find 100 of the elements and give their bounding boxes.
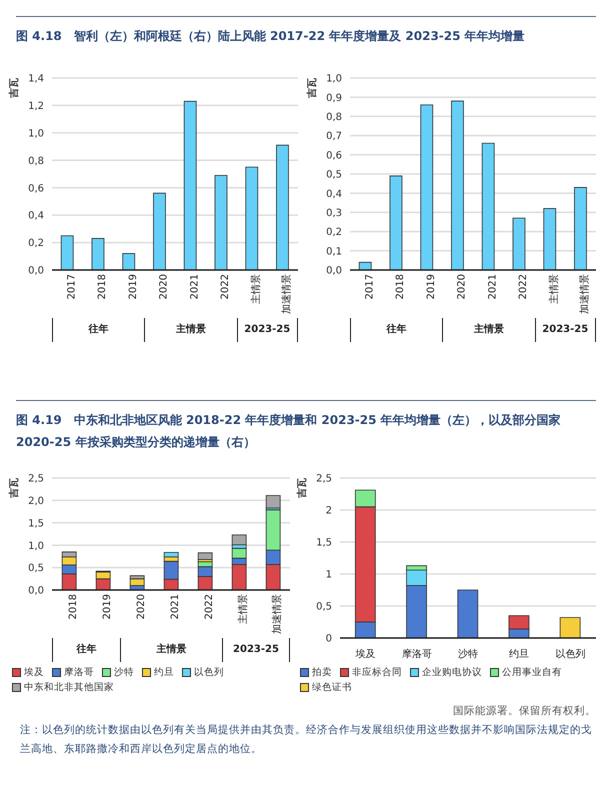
bar [451,100,464,270]
y-tick-label: 0,9 [326,92,342,104]
x-tick-label: 2019 [128,274,139,300]
bar [574,187,587,270]
legend-label: 约旦 [153,666,174,679]
bar [198,552,213,560]
legend-label: 中东和北非其他国家 [23,681,114,694]
y-tick-label: 0,5 [326,170,342,181]
x-tick-label: 以色列 [555,648,586,660]
y-tick-label: 2,0 [28,496,44,507]
x-tick-label: 2018 [395,274,406,300]
bar [184,100,197,270]
bar [245,166,258,270]
y-axis-title: 吉瓦 [9,477,21,500]
legend-label: 埃及 [23,666,44,679]
y-axis-title: 吉瓦 [307,77,319,100]
y-tick-label: 2 [326,506,332,517]
text: 主情景 [144,318,236,342]
y-tick-label: 0,5 [316,602,332,613]
text: 主情景 [442,318,534,342]
legend-label: 企业购电协议 [421,666,482,679]
bar [60,235,74,270]
bar [276,144,289,270]
legend-label: 拍卖 [311,666,332,679]
x-tick-label: 2022 [518,274,530,300]
y-tick-label: 1,2 [28,100,44,112]
y-tick-label: 1,0 [28,540,44,552]
y-tick-label: 0,2 [28,238,44,250]
y-tick-label: 0,0 [28,586,44,597]
x-tick-label: 主情景 [250,274,262,304]
bar [560,617,581,638]
x-tick-label: 2020 [158,274,170,300]
text: 注：以色列的统计数据由以色列有关当局提供并由其负责。经济合作与发展组织使用这些数据并不影响国际法规定的戈兰高地、东耶路撒冷和西岸以色列定居点的地位。 [20,723,593,757]
x-tick-label: 2021 [189,274,200,300]
x-tick-label: 主情景 [548,274,560,304]
text: 2023-25 [534,318,596,342]
x-tick-label: 加速情景 [271,594,284,634]
bar [512,218,526,270]
x-tick-label: 2022 [204,594,216,620]
bar [482,142,495,270]
y-tick-label: 0,7 [326,131,342,142]
legend-label: 摩洛哥 [63,666,94,679]
x-tick-label: 2022 [220,274,232,300]
bar [457,590,478,638]
legend-label: 绿色证书 [311,681,352,694]
text: 国际能源署。保留所有权利。 [452,704,596,719]
y-tick-label: 1,5 [316,538,332,549]
y-tick-label: 2,5 [316,474,332,485]
x-tick-label: 加速情景 [280,274,293,314]
bar [153,192,166,270]
y-tick-label: 0,1 [326,246,342,258]
y-tick-label: 1,0 [28,128,44,140]
x-tick-label: 2019 [426,274,437,300]
bar [164,552,179,558]
y-tick-label: 1,4 [28,74,44,85]
y-tick-label: 1,0 [326,74,342,85]
y-tick-label: 2,5 [28,474,44,485]
text: 往年 [350,318,442,342]
text: 往年 [52,638,120,662]
text: 往年 [52,318,144,342]
x-tick-label: 约旦 [509,648,530,660]
x-tick-label: 2020 [456,274,468,300]
x-tick-label: 2017 [364,274,376,300]
legend-label: 非应标合同 [351,666,402,679]
bar [122,253,136,270]
x-tick-label: 主情景 [237,594,250,624]
y-tick-label: 0,4 [28,210,44,222]
y-tick-label: 1 [326,570,332,581]
y-tick-label: 0,3 [326,208,342,219]
y-tick-label: 1,5 [28,518,44,530]
chart-title: 图 4.19 中东和北非地区风能 2018-22 年年度增量和 2023-25 年年均增量（左），以及部分国家 2020-25 年按采购类型分类的递增量（右） [16,400,596,453]
x-tick-label: 加速情景 [578,274,591,314]
y-tick-label: 0,8 [326,112,342,123]
bar [390,176,402,270]
x-tick-label: 2018 [97,274,108,300]
y-tick-label: 0 [326,634,332,645]
x-tick-label: 埃及 [354,648,376,660]
x-tick-label: 2020 [136,594,148,620]
y-axis-title: 吉瓦 [297,477,309,500]
bar [543,208,556,270]
bar [214,174,228,270]
y-tick-label: 0,4 [326,188,342,200]
y-tick-label: 0,5 [28,563,44,574]
x-tick-label: 摩洛哥 [402,648,432,660]
bar [232,534,247,546]
y-tick-label: 0,0 [326,266,342,277]
legend-label: 沙特 [113,666,134,679]
x-tick-label: 2018 [68,594,80,620]
x-tick-label: 沙特 [458,648,478,660]
legend-label: 以色列 [193,666,224,679]
chart-title: 图 4.18 智利（左）和阿根廷（右）陆上风能 2017-22 年年度增量及 2023-25 年年均增量 [16,16,596,47]
bar [92,238,104,270]
x-tick-label: 2019 [102,594,114,620]
y-tick-label: 0,0 [28,266,44,277]
y-axis-title: 吉瓦 [9,77,21,100]
bar [420,104,434,270]
x-tick-label: 2021 [487,274,498,300]
y-tick-label: 0,2 [326,227,342,238]
y-tick-label: 0,8 [28,156,44,167]
legend-label: 公用事业自有 [501,666,562,679]
